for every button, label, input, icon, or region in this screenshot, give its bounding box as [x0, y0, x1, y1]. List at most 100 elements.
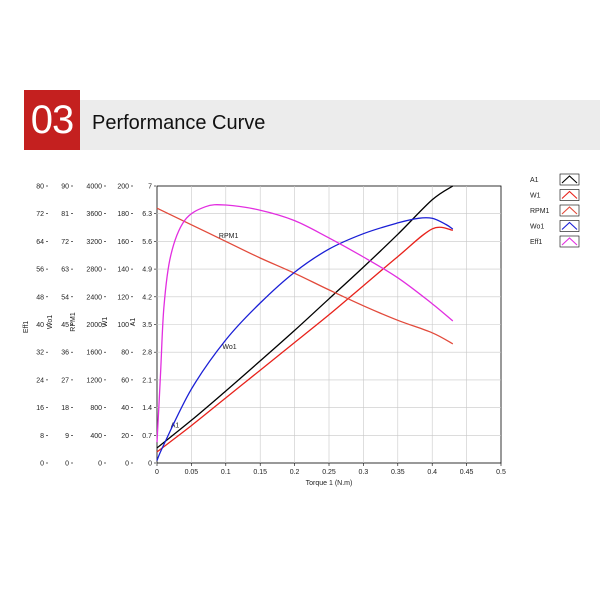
x-axis: 0 0.05 0.1 0.15 0.2 0.25 0.3 0.35 0.4 0.45 0.5 Torq… — [155, 463, 506, 487]
y-tick-label-wo1: 36 — [61, 350, 69, 357]
y-tick-label-eff1: 40 — [36, 322, 44, 329]
x-tick-label: 0.45 — [460, 469, 474, 476]
y-axis-title-w1: W1 — [102, 317, 109, 328]
y-axes: 08162432404856647280Eff10918273645546372… — [23, 184, 156, 468]
y-tick-label-wo1: 9 — [65, 433, 69, 440]
y-tick-label-eff1: 16 — [36, 405, 44, 412]
y-tick-label-rpm1: 3600 — [86, 211, 102, 218]
series-line-wo1 — [156, 216, 454, 461]
legend-swatch-a1 — [559, 173, 580, 186]
y-tick-label-w1: 160 — [117, 239, 129, 246]
y-tick-label-rpm1: 400 — [90, 433, 102, 440]
y-axis-title-eff1: Eff1 — [23, 321, 30, 333]
y-tick-label-wo1: 54 — [61, 294, 69, 301]
y-tick-label-w1: 20 — [121, 433, 129, 440]
y-tick-label-wo1: 90 — [61, 184, 69, 191]
y-tick-label-rpm1: 2000 — [86, 322, 102, 329]
y-tick-label-w1: 60 — [121, 377, 129, 384]
y-tick-label-eff1: 80 — [36, 184, 44, 191]
y-axis-title-wo1: Wo1 — [47, 315, 54, 329]
y-tick-label-a1: 3.5 — [142, 322, 152, 329]
y-tick-label-eff1: 24 — [36, 377, 44, 384]
legend-swatch-mark-w1 — [561, 190, 578, 199]
y-tick-label-a1: 2.1 — [142, 377, 152, 384]
y-tick-label-w1: 0 — [125, 461, 129, 468]
y-tick-label-a1: 1.4 — [142, 405, 152, 412]
x-tick-label: 0.3 — [359, 469, 369, 476]
y-tick-label-eff1: 32 — [36, 350, 44, 357]
y-tick-label-rpm1: 1600 — [86, 350, 102, 357]
series-label-wo1: Wo1 — [222, 344, 236, 351]
x-tick-label: 0.05 — [185, 469, 199, 476]
series-line-a1 — [156, 185, 454, 449]
series-label-rpm1: RPM1 — [219, 233, 239, 240]
y-tick-label-rpm1: 0 — [98, 461, 102, 468]
page-title: Performance Curve — [92, 112, 266, 134]
y-tick-label-w1: 200 — [117, 184, 129, 191]
legend-swatch-wo1 — [559, 220, 580, 232]
y-tick-label-a1: 0 — [148, 461, 152, 468]
x-axis-title: Torque 1 (N.m) — [306, 480, 353, 487]
y-tick-label-w1: 100 — [117, 322, 129, 329]
y-tick-label-eff1: 64 — [36, 239, 44, 246]
y-tick-label-eff1: 48 — [36, 294, 44, 301]
x-tick-label: 0.4 — [427, 469, 437, 476]
legend-swatch-mark-wo1 — [561, 221, 578, 230]
legend-swatch-mark-rpm1 — [561, 206, 578, 215]
y-tick-label-wo1: 72 — [61, 239, 69, 246]
y-tick-label-rpm1: 3200 — [86, 239, 102, 246]
y-axis-title-rpm1: RPM1 — [70, 312, 77, 332]
y-tick-label-wo1: 27 — [61, 377, 69, 384]
y-tick-label-w1: 80 — [121, 350, 129, 357]
y-tick-label-eff1: 8 — [40, 433, 44, 440]
legend-swatch-w1 — [559, 189, 580, 201]
y-tick-label-eff1: 0 — [40, 461, 44, 468]
x-tick-label: 0.15 — [253, 469, 267, 476]
y-tick-label-rpm1: 2400 — [86, 294, 102, 301]
y-tick-label-eff1: 72 — [36, 211, 44, 218]
y-tick-label-w1: 40 — [121, 405, 129, 412]
y-tick-label-wo1: 0 — [65, 461, 69, 468]
y-tick-label-a1: 2.8 — [142, 350, 152, 357]
legend-swatch-eff1 — [559, 235, 580, 248]
section-number-badge: 03 — [24, 90, 80, 150]
y-axis-title-a1: A1 — [130, 318, 137, 327]
y-tick-label-rpm1: 2800 — [86, 267, 102, 274]
y-tick-label-wo1: 63 — [61, 267, 69, 274]
legend-label-a1: A1 — [530, 177, 539, 184]
x-tick-label: 0.35 — [391, 469, 405, 476]
y-tick-label-a1: 5.6 — [142, 239, 152, 246]
legend-label-eff1: Eff1 — [530, 239, 542, 246]
x-tick-label: 0 — [155, 469, 159, 476]
y-tick-label-rpm1: 1200 — [86, 377, 102, 384]
grid-layer — [157, 186, 501, 463]
header-band — [24, 100, 600, 150]
legend-label-rpm1: RPM1 — [530, 208, 550, 215]
y-tick-label-w1: 120 — [117, 294, 129, 301]
legend-swatch-mark-a1 — [561, 175, 578, 184]
x-tick-label: 0.5 — [496, 469, 506, 476]
y-tick-label-a1: 4.2 — [142, 294, 152, 301]
legend-swatch-rpm1 — [559, 204, 580, 217]
x-tick-label: 0.25 — [322, 469, 336, 476]
y-tick-label-w1: 140 — [117, 267, 129, 274]
series-line-eff1 — [156, 204, 454, 443]
legend-swatch-mark-eff1 — [561, 237, 578, 246]
y-tick-label-wo1: 81 — [61, 211, 69, 218]
series-line-rpm1 — [156, 207, 454, 345]
y-tick-label-eff1: 56 — [36, 267, 44, 274]
series-layer: A1 RPM1 Wo1 — [156, 185, 454, 461]
y-tick-label-wo1: 18 — [61, 405, 69, 412]
x-tick-label: 0.2 — [290, 469, 300, 476]
y-tick-label-a1: 7 — [148, 184, 152, 191]
legend-label-wo1: Wo1 — [530, 224, 544, 231]
y-tick-label-rpm1: 800 — [90, 405, 102, 412]
legend-label-w1: W1 — [530, 193, 541, 200]
y-tick-label-a1: 0.7 — [142, 433, 152, 440]
x-tick-label: 0.1 — [221, 469, 231, 476]
y-tick-label-w1: 180 — [117, 211, 129, 218]
series-label-a1: A1 — [171, 422, 180, 429]
y-tick-label-rpm1: 4000 — [86, 184, 102, 191]
y-tick-label-a1: 4.9 — [142, 267, 152, 274]
